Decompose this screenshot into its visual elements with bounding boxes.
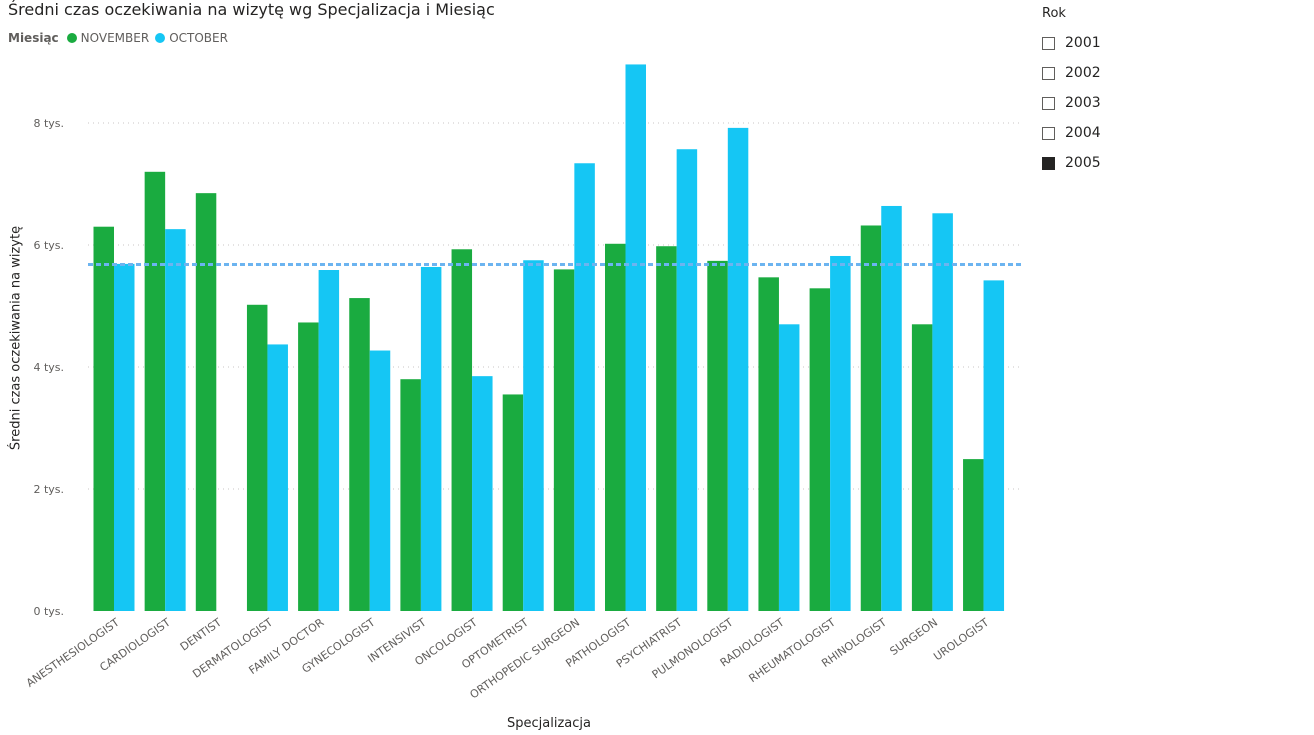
y-axis-title: Średni czas oczekiwania na wizytę (8, 225, 24, 451)
legend-title: Miesiąc (8, 31, 59, 45)
bar-october[interactable] (472, 376, 493, 611)
y-tick-label: 6 tys. (33, 239, 64, 252)
legend-marker-november (66, 33, 77, 43)
x-tick-label: ANESTHESIOLOGIST (24, 616, 122, 690)
bar-october[interactable] (932, 213, 953, 611)
x-axis-title: Specjalizacja (507, 716, 591, 731)
bar-october[interactable] (676, 149, 698, 612)
bar-november[interactable] (349, 298, 370, 611)
bar-november[interactable] (605, 243, 626, 611)
x-tick-label: DENTIST (178, 616, 224, 654)
slicer-item-2002[interactable]: 2002 (1042, 58, 1101, 88)
slicer-item-2001[interactable]: 2001 (1042, 28, 1101, 58)
bar-november[interactable] (298, 322, 319, 611)
slicer-item-label: 2004 (1065, 125, 1101, 141)
chart-legend: Miesiąc NOVEMBER OCTOBER (8, 31, 234, 45)
bar-october[interactable] (523, 260, 544, 611)
slicer-item-2003[interactable]: 2003 (1042, 88, 1101, 118)
bar-october[interactable] (830, 255, 851, 612)
bar-november[interactable] (656, 246, 677, 611)
y-tick-label: 0 tys. (33, 605, 64, 618)
bar-october[interactable] (778, 324, 800, 611)
slicer-item-label: 2005 (1065, 155, 1101, 171)
legend-item-october[interactable]: OCTOBER (155, 31, 228, 45)
legend-label-october: OCTOBER (169, 31, 228, 45)
slicer-item-2005[interactable]: 2005 (1042, 148, 1101, 178)
slicer-item-label: 2002 (1065, 65, 1101, 81)
bar-october[interactable] (369, 350, 391, 611)
bar-november[interactable] (195, 193, 217, 611)
bar-october[interactable] (727, 127, 749, 611)
slicer-item-label: 2003 (1065, 95, 1101, 111)
bar-november[interactable] (860, 225, 882, 612)
bar-october[interactable] (267, 344, 288, 611)
bar-november[interactable] (911, 324, 933, 611)
x-tick-label: RHEUMATOLOGIST (747, 616, 839, 685)
year-slicer: Rok 2001 2002 2003 2004 2005 (1042, 6, 1101, 178)
checkbox-2004[interactable] (1042, 126, 1055, 140)
y-tick-label: 4 tys. (33, 361, 64, 374)
legend-item-november[interactable]: NOVEMBER (66, 31, 150, 45)
bar-november[interactable] (144, 171, 166, 612)
legend-label-november: NOVEMBER (80, 31, 150, 45)
bar-november[interactable] (400, 379, 421, 611)
bar-october[interactable] (318, 270, 340, 611)
bar-november[interactable] (553, 269, 575, 611)
y-tick-label: 2 tys. (33, 483, 64, 496)
y-tick-label: 8 tys. (33, 117, 64, 130)
bar-november[interactable] (246, 304, 268, 611)
bar-november[interactable] (93, 226, 115, 611)
slicer-title: Rok (1042, 6, 1066, 21)
bar-november[interactable] (451, 249, 473, 611)
bar-october[interactable] (114, 263, 135, 611)
slicer-item-label: 2001 (1065, 35, 1101, 51)
bar-november[interactable] (758, 277, 779, 611)
bar-october[interactable] (420, 266, 442, 611)
bar-october[interactable] (165, 229, 186, 611)
bar-november[interactable] (502, 394, 524, 611)
bar-october[interactable] (574, 163, 595, 611)
checkbox-2003[interactable] (1042, 96, 1055, 110)
bar-november[interactable] (707, 260, 728, 611)
checkbox-2002[interactable] (1042, 66, 1055, 80)
x-tick-label: UROLOGIST (931, 616, 991, 664)
bar-october[interactable] (881, 205, 902, 611)
bar-november[interactable] (809, 288, 831, 611)
bar-october[interactable] (625, 64, 647, 611)
bar-november[interactable] (963, 459, 984, 611)
slicer-item-2004[interactable]: 2004 (1042, 118, 1101, 148)
legend-marker-october (155, 33, 166, 43)
checkbox-2005[interactable] (1042, 156, 1055, 170)
bar-october[interactable] (983, 280, 1005, 611)
checkbox-2001[interactable] (1042, 36, 1055, 50)
chart-title: Średni czas oczekiwania na wizytę wg Spe… (8, 0, 495, 19)
